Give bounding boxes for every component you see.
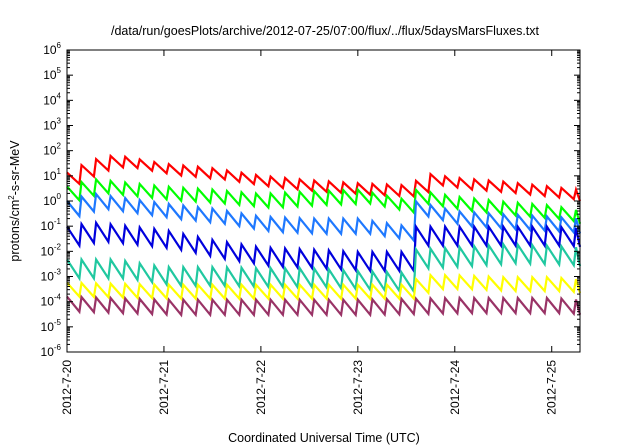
y-axis-label-rest: -s-sr-MeV bbox=[8, 140, 22, 196]
y-tick-exponent: -2 bbox=[54, 242, 62, 251]
y-tick-base: 10 bbox=[43, 194, 57, 208]
y-tick-label: 10-1 bbox=[41, 217, 62, 233]
y-tick-base: 10 bbox=[43, 43, 57, 57]
y-tick-label: 104 bbox=[43, 91, 61, 107]
y-tick-base: 10 bbox=[41, 320, 55, 334]
series-line-3 bbox=[66, 191, 582, 244]
y-tick-label: 10-5 bbox=[41, 318, 62, 334]
y-tick-exponent: -5 bbox=[54, 318, 62, 327]
y-tick-exponent: 6 bbox=[57, 41, 62, 50]
x-tick-label: 2012-7-25 bbox=[545, 360, 559, 415]
series-line-7 bbox=[66, 294, 582, 318]
y-tick-exponent: -3 bbox=[54, 268, 62, 277]
y-tick-base: 10 bbox=[43, 119, 57, 133]
y-tick-base: 10 bbox=[41, 244, 55, 258]
y-tick-exponent: -4 bbox=[54, 293, 62, 302]
y-tick-label: 10-4 bbox=[41, 293, 62, 309]
y-tick-label: 103 bbox=[43, 117, 61, 133]
series-layer bbox=[66, 153, 582, 318]
series-line-2 bbox=[66, 176, 582, 225]
x-axis: 2012-7-20 2012-7-21 2012-7-22 2012-7-23 2012… bbox=[60, 50, 559, 415]
x-tick-label: 2012-7-21 bbox=[157, 360, 171, 415]
y-tick-exponent: 1 bbox=[57, 167, 62, 176]
series-line-4 bbox=[66, 219, 582, 275]
y-tick-label: 10-3 bbox=[41, 268, 62, 284]
x-tick-label: 2012-7-22 bbox=[254, 360, 268, 415]
y-tick-label: 102 bbox=[43, 142, 61, 158]
chart-title: /data/run/goesPlots/archive/2012-07-25/0… bbox=[111, 24, 540, 38]
y-tick-exponent: 0 bbox=[57, 192, 62, 201]
y-tick-exponent: -1 bbox=[54, 217, 62, 226]
series-line-1 bbox=[66, 153, 582, 202]
y-tick-exponent: 4 bbox=[57, 91, 62, 100]
series-line-6 bbox=[66, 272, 582, 302]
x-tick-label: 2012-7-24 bbox=[448, 360, 462, 415]
y-tick-base: 10 bbox=[41, 295, 55, 309]
y-tick-exponent: 5 bbox=[57, 66, 62, 75]
y-axis: 10-610-510-410-310-210-11001011021031041… bbox=[41, 41, 580, 359]
y-tick-label: 105 bbox=[43, 66, 61, 82]
y-tick-label: 10-6 bbox=[41, 343, 62, 359]
y-tick-exponent: 3 bbox=[57, 117, 62, 126]
y-axis-label: protons/cm2-s-sr-MeV bbox=[7, 140, 22, 262]
y-tick-base: 10 bbox=[43, 68, 57, 82]
y-tick-exponent: 2 bbox=[57, 142, 62, 151]
y-tick-label: 101 bbox=[43, 167, 61, 183]
y-tick-base: 10 bbox=[43, 144, 57, 158]
x-axis-label: Coordinated Universal Time (UTC) bbox=[228, 431, 420, 445]
y-tick-base: 10 bbox=[43, 169, 57, 183]
y-tick-base: 10 bbox=[41, 345, 55, 359]
y-tick-label: 100 bbox=[43, 192, 61, 208]
y-tick-label: 106 bbox=[43, 41, 61, 57]
x-tick-label: 2012-7-23 bbox=[351, 360, 365, 415]
y-tick-label: 10-2 bbox=[41, 242, 62, 258]
y-tick-base: 10 bbox=[41, 270, 55, 284]
y-tick-exponent: -6 bbox=[54, 343, 62, 352]
y-tick-base: 10 bbox=[43, 93, 57, 107]
y-tick-base: 10 bbox=[41, 219, 55, 233]
series-line-5 bbox=[66, 241, 582, 295]
y-axis-label-base: protons/cm bbox=[8, 200, 22, 262]
y-axis-label-sup: 2 bbox=[7, 195, 16, 200]
x-tick-label: 2012-7-20 bbox=[60, 360, 74, 415]
